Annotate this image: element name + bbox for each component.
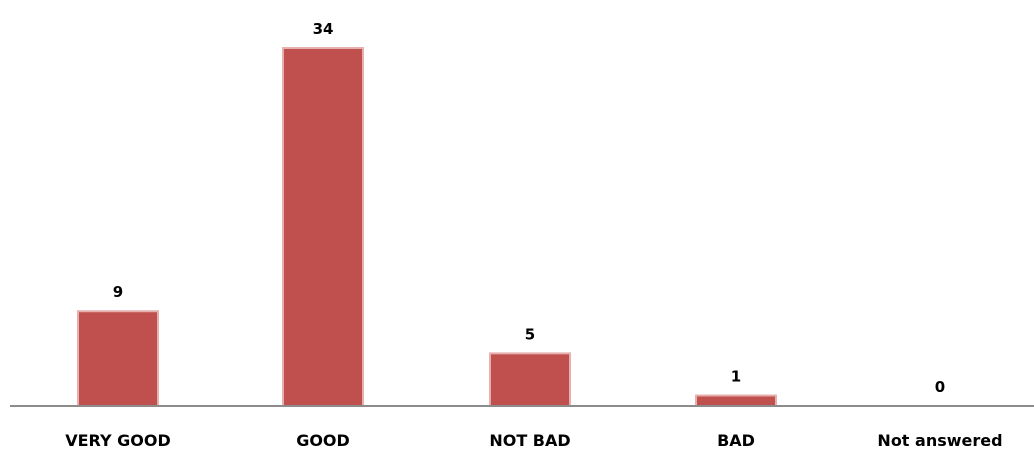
bar-not-bad: [489, 352, 571, 407]
value-label-very-good: 9: [113, 283, 123, 301]
value-labels-layer: 9 34 5 1 0: [113, 20, 945, 396]
category-labels-layer: VERY GOOD GOOD NOT BAD BAD Not answered: [65, 431, 1002, 450]
bars-layer: [77, 47, 777, 407]
category-label-not-answered: Not answered: [877, 431, 1002, 450]
category-label-not-bad: NOT BAD: [489, 431, 570, 450]
value-label-bad: 1: [731, 367, 741, 385]
value-label-not-answered: 0: [935, 378, 945, 396]
bar-good: [282, 47, 364, 407]
bar-bad: [695, 394, 777, 407]
category-label-bad: BAD: [717, 431, 755, 450]
category-label-good: GOOD: [296, 431, 350, 450]
category-label-very-good: VERY GOOD: [65, 431, 171, 450]
value-label-not-bad: 5: [525, 325, 535, 343]
bar-very-good: [77, 310, 159, 407]
value-label-good: 34: [313, 20, 334, 38]
